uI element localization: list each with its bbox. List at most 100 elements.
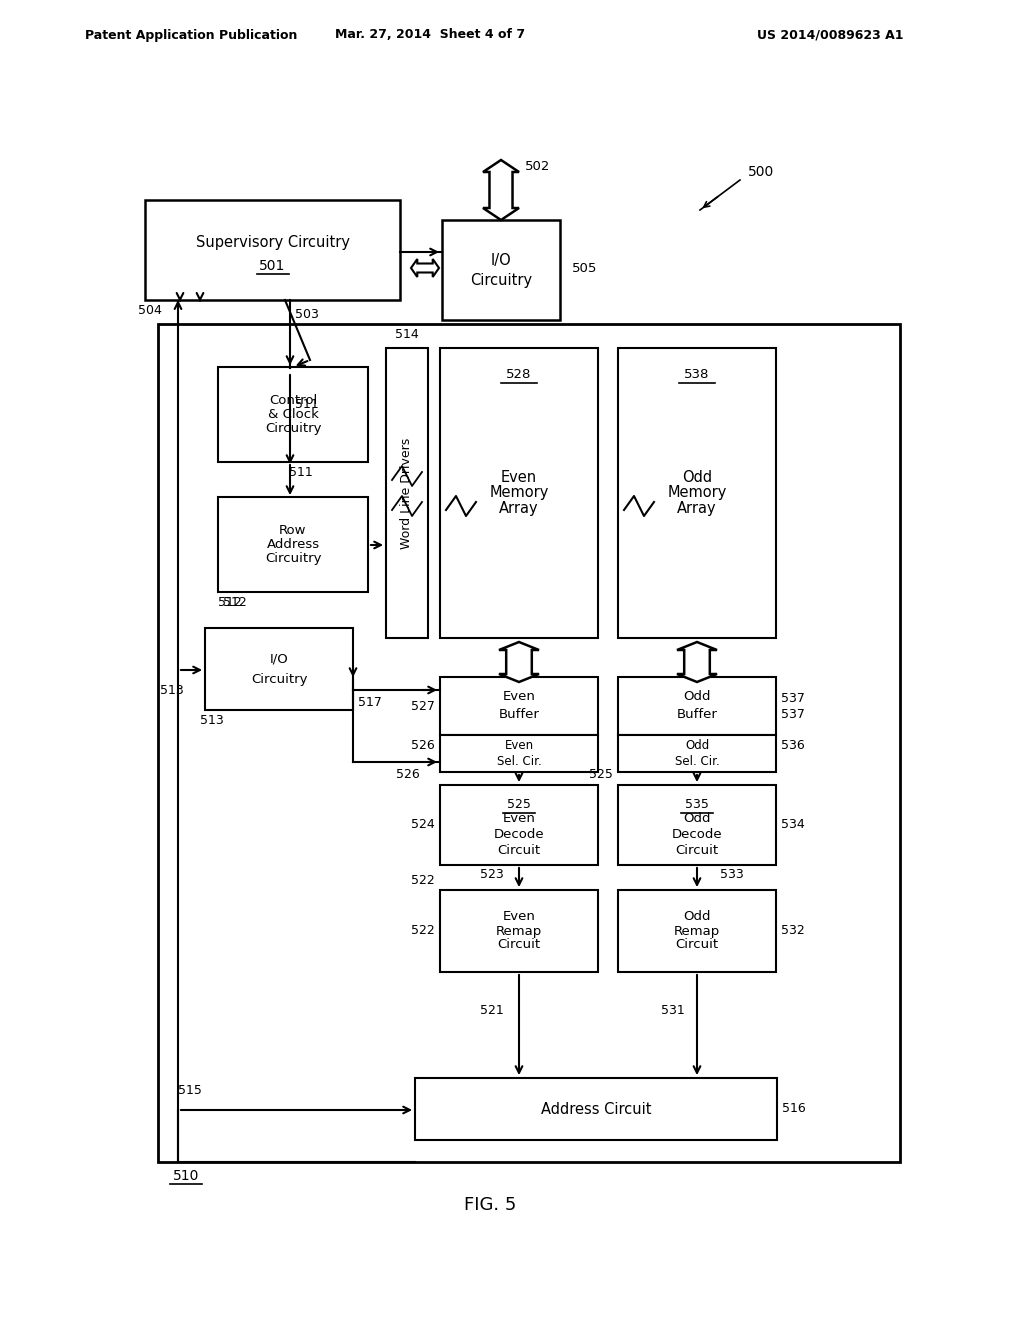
Polygon shape (411, 259, 439, 277)
Bar (440, 348, 598, 638)
Text: 533: 533 (720, 869, 743, 882)
Text: 525: 525 (507, 799, 530, 812)
Text: 514: 514 (395, 327, 419, 341)
Text: 531: 531 (662, 1003, 685, 1016)
Text: 512: 512 (223, 595, 247, 609)
Bar (442, 220, 560, 319)
Text: 515: 515 (178, 1084, 202, 1097)
Text: 538: 538 (684, 367, 710, 380)
Text: Buffer: Buffer (499, 708, 540, 721)
Text: Array: Array (677, 502, 717, 516)
Text: Memory: Memory (489, 486, 549, 500)
Bar (618, 735, 776, 772)
Text: Control: Control (269, 393, 317, 407)
Text: Remap: Remap (496, 924, 542, 937)
Text: 510: 510 (173, 1170, 200, 1183)
Text: Odd: Odd (683, 689, 711, 702)
Text: 527: 527 (411, 700, 435, 713)
Text: Patent Application Publication: Patent Application Publication (85, 29, 297, 41)
Text: 513: 513 (200, 714, 224, 726)
Text: Circuitry: Circuitry (251, 672, 307, 685)
Bar (440, 677, 598, 735)
Text: Remap: Remap (674, 924, 720, 937)
Text: 537: 537 (781, 692, 805, 705)
Text: Circuit: Circuit (676, 939, 719, 952)
Text: 500: 500 (748, 165, 774, 180)
Text: 501: 501 (259, 259, 286, 273)
Text: Memory: Memory (668, 486, 727, 500)
Text: Even: Even (501, 470, 537, 484)
Bar (440, 735, 598, 772)
Text: 525: 525 (589, 768, 613, 781)
Bar (415, 1078, 777, 1140)
Text: Circuitry: Circuitry (470, 272, 532, 288)
Text: Circuit: Circuit (498, 845, 541, 858)
Text: 511: 511 (295, 397, 318, 411)
Text: Word Line Drivers: Word Line Drivers (400, 437, 414, 549)
Text: 511: 511 (289, 466, 313, 479)
Text: Even: Even (505, 739, 534, 752)
Text: 535: 535 (685, 799, 709, 812)
Text: 513: 513 (160, 684, 183, 697)
Text: 526: 526 (412, 739, 435, 752)
Text: Odd: Odd (685, 739, 710, 752)
Text: Decode: Decode (494, 829, 545, 842)
Text: Circuitry: Circuitry (265, 422, 322, 436)
Text: US 2014/0089623 A1: US 2014/0089623 A1 (757, 29, 903, 41)
Bar (145, 201, 400, 300)
Text: 537: 537 (781, 708, 805, 721)
Text: 523: 523 (480, 869, 504, 882)
Bar (440, 785, 598, 865)
Text: Even: Even (503, 911, 536, 924)
Text: 503: 503 (295, 309, 318, 322)
Text: 534: 534 (781, 818, 805, 832)
Bar (618, 677, 776, 735)
Text: Row: Row (280, 524, 307, 537)
Bar (205, 628, 353, 710)
Text: Circuitry: Circuitry (265, 552, 322, 565)
Text: 516: 516 (782, 1102, 806, 1115)
Text: Even: Even (503, 689, 536, 702)
Bar (218, 498, 368, 591)
Text: Sel. Cir.: Sel. Cir. (497, 755, 542, 768)
Bar (618, 785, 776, 865)
Text: 536: 536 (781, 739, 805, 752)
Text: Circuit: Circuit (498, 939, 541, 952)
Text: 522: 522 (412, 874, 435, 887)
Bar (158, 323, 900, 1162)
Text: Odd: Odd (682, 470, 712, 484)
Text: Sel. Cir.: Sel. Cir. (675, 755, 720, 768)
Text: I/O: I/O (490, 252, 511, 268)
Text: FIG. 5: FIG. 5 (464, 1196, 516, 1214)
Text: Decode: Decode (672, 829, 722, 842)
Text: & Clock: & Clock (267, 408, 318, 421)
Text: 524: 524 (412, 818, 435, 832)
Text: Supervisory Circuitry: Supervisory Circuitry (196, 235, 349, 249)
Bar (440, 890, 598, 972)
Text: Circuit: Circuit (676, 845, 719, 858)
Text: Mar. 27, 2014  Sheet 4 of 7: Mar. 27, 2014 Sheet 4 of 7 (335, 29, 525, 41)
Text: 532: 532 (781, 924, 805, 937)
Text: 502: 502 (525, 161, 550, 173)
Bar (618, 348, 776, 638)
Polygon shape (483, 160, 519, 220)
Text: 522: 522 (412, 924, 435, 937)
Text: Even: Even (503, 813, 536, 825)
Text: 517: 517 (358, 696, 382, 709)
Text: 504: 504 (138, 304, 162, 317)
Bar (386, 348, 428, 638)
Text: Array: Array (499, 502, 539, 516)
Text: 512: 512 (218, 595, 242, 609)
Text: I/O: I/O (269, 652, 289, 665)
Text: 505: 505 (572, 261, 597, 275)
Polygon shape (499, 642, 539, 682)
Bar (218, 367, 368, 462)
Text: Odd: Odd (683, 911, 711, 924)
Text: Address Circuit: Address Circuit (541, 1101, 651, 1117)
Text: Odd: Odd (683, 813, 711, 825)
Text: 528: 528 (506, 367, 531, 380)
Bar (618, 890, 776, 972)
Text: Buffer: Buffer (677, 708, 718, 721)
Polygon shape (677, 642, 717, 682)
Text: 526: 526 (396, 768, 420, 781)
